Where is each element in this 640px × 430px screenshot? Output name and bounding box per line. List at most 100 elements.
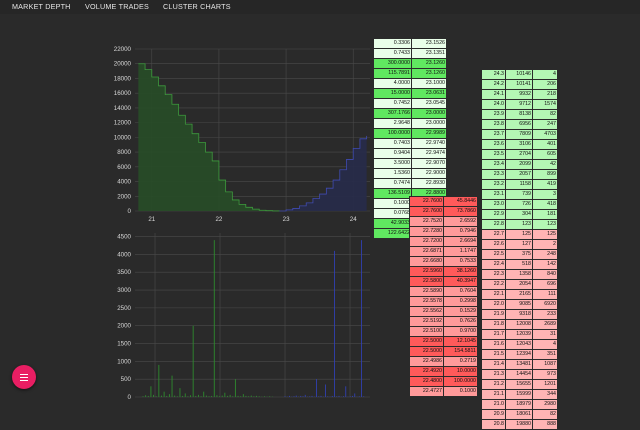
- ask-row-cell: 23.1351: [411, 48, 447, 59]
- ask-row: 1.5360 22.9000: [373, 168, 447, 179]
- cluster-row-cell: 24.3: [481, 69, 506, 80]
- cluster-row-cell: 10141: [505, 79, 533, 90]
- cluster-row-cell: 19880: [505, 419, 533, 430]
- ask-row: 4.0000 23.1000: [373, 78, 447, 89]
- cluster-row: 21.8 12008 2689: [481, 319, 558, 330]
- top-navigation: MARKET DEPTH VOLUME TRADES CLUSTER CHART…: [0, 0, 640, 14]
- cluster-row-cell: 21.1: [481, 389, 506, 400]
- cluster-row-cell: 12008: [505, 319, 533, 330]
- y-tick-label: 6000: [117, 164, 131, 171]
- ask-row: 0.7474 22.8930: [373, 178, 447, 189]
- bid-row: 22.4800 100.0000: [409, 376, 478, 387]
- bid-row-cell: 0.1000: [443, 386, 478, 397]
- ask-row-cell: 23.1526: [411, 38, 447, 49]
- cluster-row-cell: 696: [532, 279, 558, 290]
- ask-row-cell: 3.5000: [373, 158, 412, 169]
- tab-market-depth[interactable]: MARKET DEPTH: [12, 2, 71, 11]
- cluster-row-cell: 23.8: [481, 119, 506, 130]
- bid-row-cell: 0.7604: [443, 286, 478, 297]
- ask-depth-line: [138, 63, 280, 212]
- bid-row-cell: 0.7626: [443, 316, 478, 327]
- cluster-row-cell: 3: [532, 189, 558, 200]
- cluster-row-cell: 127: [505, 239, 533, 250]
- bid-row-cell: 1.1747: [443, 246, 478, 257]
- bid-row-cell: 0.7946: [443, 226, 478, 237]
- bid-row-cell: 22.4800: [409, 376, 444, 387]
- cluster-row-cell: 23.4: [481, 159, 506, 170]
- cluster-row-cell: 21.8: [481, 319, 506, 330]
- cluster-row-cell: 15655: [505, 379, 533, 390]
- cluster-row-cell: 8138: [505, 109, 533, 120]
- y-tick-label: 4500: [117, 234, 131, 241]
- cluster-row-cell: 4: [532, 339, 558, 350]
- cluster-row-cell: 2054: [505, 279, 533, 290]
- y-tick-label: 22000: [114, 46, 132, 53]
- cluster-row-cell: 22.9: [481, 209, 506, 220]
- bid-row: 22.4986 0.2719: [409, 356, 478, 367]
- ask-row: 0.7452 23.0545: [373, 98, 447, 109]
- ask-row: 115.7891 23.1260: [373, 68, 447, 79]
- y-tick-label: 3000: [117, 287, 131, 294]
- cluster-row-cell: 24.0: [481, 99, 506, 110]
- cluster-row: 23.1 739 3: [481, 189, 558, 200]
- cluster-row-cell: 888: [532, 419, 558, 430]
- y-tick-label: 500: [121, 376, 132, 383]
- bid-depth-line: [279, 135, 368, 212]
- tab-volume-trades[interactable]: VOLUME TRADES: [85, 2, 149, 11]
- bid-row-cell: 12.1045: [443, 336, 478, 347]
- cluster-row-cell: 20.8: [481, 419, 506, 430]
- cluster-row: 22.8 123 123: [481, 219, 558, 230]
- cluster-row: 21.1 15999 344: [481, 389, 558, 400]
- cluster-row: 23.8 6956 247: [481, 119, 558, 130]
- cluster-row-cell: 375: [505, 249, 533, 260]
- bid-row-cell: 73.7860: [443, 206, 478, 217]
- cluster-row-cell: 2057: [505, 169, 533, 180]
- bid-row-cell: 45.8446: [443, 196, 478, 207]
- cluster-row-cell: 15999: [505, 389, 533, 400]
- cluster-row-cell: 22.6: [481, 239, 506, 250]
- cluster-row-cell: 9085: [505, 299, 533, 310]
- bid-row: 22.4727 0.1000: [409, 386, 478, 397]
- cluster-row-cell: 4: [532, 69, 558, 80]
- cluster-row-cell: 12043: [505, 339, 533, 350]
- ask-row: 2.9648 23.0000: [373, 118, 447, 129]
- cluster-row-cell: 21.6: [481, 339, 506, 350]
- cluster-row-cell: 1158: [505, 179, 533, 190]
- ask-row-cell: 22.9070: [411, 158, 447, 169]
- cluster-row: 23.4 2099 42: [481, 159, 558, 170]
- cluster-row-cell: 7809: [505, 129, 533, 140]
- bid-row: 22.5960 38.1260: [409, 266, 478, 277]
- bid-row-cell: 22.7280: [409, 226, 444, 237]
- cluster-row-cell: 206: [532, 79, 558, 90]
- cluster-row: 21.9 9318 233: [481, 309, 558, 320]
- tab-cluster-charts[interactable]: CLUSTER CHARTS: [163, 2, 231, 11]
- bid-row: 22.5000 12.1045: [409, 336, 478, 347]
- cluster-row-cell: 2980: [532, 399, 558, 410]
- menu-fab-button[interactable]: [12, 365, 36, 389]
- ask-row-cell: 0.1000: [373, 198, 412, 209]
- bid-row-cell: 22.7200: [409, 236, 444, 247]
- y-tick-label: 0: [128, 208, 132, 215]
- cluster-row-cell: 605: [532, 149, 558, 160]
- bid-row: 22.5800 40.3947: [409, 276, 478, 287]
- y-tick-label: 2500: [117, 305, 131, 312]
- bid-row-cell: 22.5000: [409, 346, 444, 357]
- y-tick-label: 3500: [117, 269, 131, 276]
- cluster-row-cell: 9932: [505, 89, 533, 100]
- bid-row-cell: 22.4920: [409, 366, 444, 377]
- cluster-row: 20.8 19880 888: [481, 419, 558, 430]
- bid-row: 22.5578 0.2998: [409, 296, 478, 307]
- volume-trades-chart: 0 500 1000 1500 2000 2500 3000 3500 4000 4500: [117, 233, 370, 400]
- cluster-row-cell: 12394: [505, 349, 533, 360]
- cluster-row: 22.5 375 248: [481, 249, 558, 260]
- y-tick-label: 2000: [117, 323, 131, 330]
- bid-row-cell: 22.7600: [409, 206, 444, 217]
- cluster-row-cell: 23.2: [481, 179, 506, 190]
- ask-row-cell: 23.0631: [411, 88, 447, 99]
- cluster-row-cell: 2689: [532, 319, 558, 330]
- ask-row-cell: 300.0000: [373, 58, 412, 69]
- y-tick-label: 8000: [117, 149, 131, 156]
- cluster-row-cell: 23.6: [481, 139, 506, 150]
- cluster-row-cell: 344: [532, 389, 558, 400]
- y-tick-label: 10000: [114, 134, 132, 141]
